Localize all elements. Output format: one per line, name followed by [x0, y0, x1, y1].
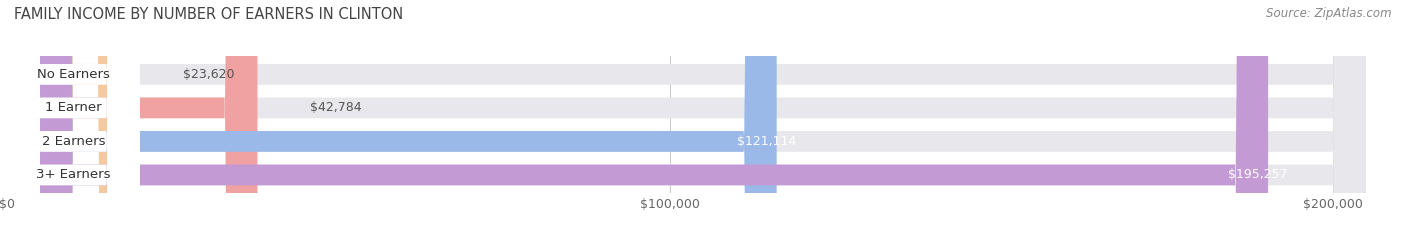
Text: 2 Earners: 2 Earners: [42, 135, 105, 148]
FancyBboxPatch shape: [7, 0, 139, 233]
FancyBboxPatch shape: [7, 0, 139, 233]
FancyBboxPatch shape: [41, 0, 776, 233]
FancyBboxPatch shape: [41, 0, 257, 233]
Text: 3+ Earners: 3+ Earners: [37, 168, 111, 182]
FancyBboxPatch shape: [7, 0, 139, 233]
Text: $42,784: $42,784: [311, 101, 363, 114]
Text: FAMILY INCOME BY NUMBER OF EARNERS IN CLINTON: FAMILY INCOME BY NUMBER OF EARNERS IN CL…: [14, 7, 404, 22]
Text: $121,114: $121,114: [737, 135, 797, 148]
Text: 1 Earner: 1 Earner: [45, 101, 101, 114]
Text: $23,620: $23,620: [183, 68, 235, 81]
FancyBboxPatch shape: [41, 0, 1365, 233]
FancyBboxPatch shape: [41, 0, 1268, 233]
FancyBboxPatch shape: [41, 0, 131, 233]
Text: No Earners: No Earners: [37, 68, 110, 81]
FancyBboxPatch shape: [41, 0, 1365, 233]
FancyBboxPatch shape: [41, 0, 1365, 233]
FancyBboxPatch shape: [41, 0, 1365, 233]
Text: Source: ZipAtlas.com: Source: ZipAtlas.com: [1267, 7, 1392, 20]
FancyBboxPatch shape: [7, 0, 139, 233]
Text: $195,257: $195,257: [1229, 168, 1288, 182]
